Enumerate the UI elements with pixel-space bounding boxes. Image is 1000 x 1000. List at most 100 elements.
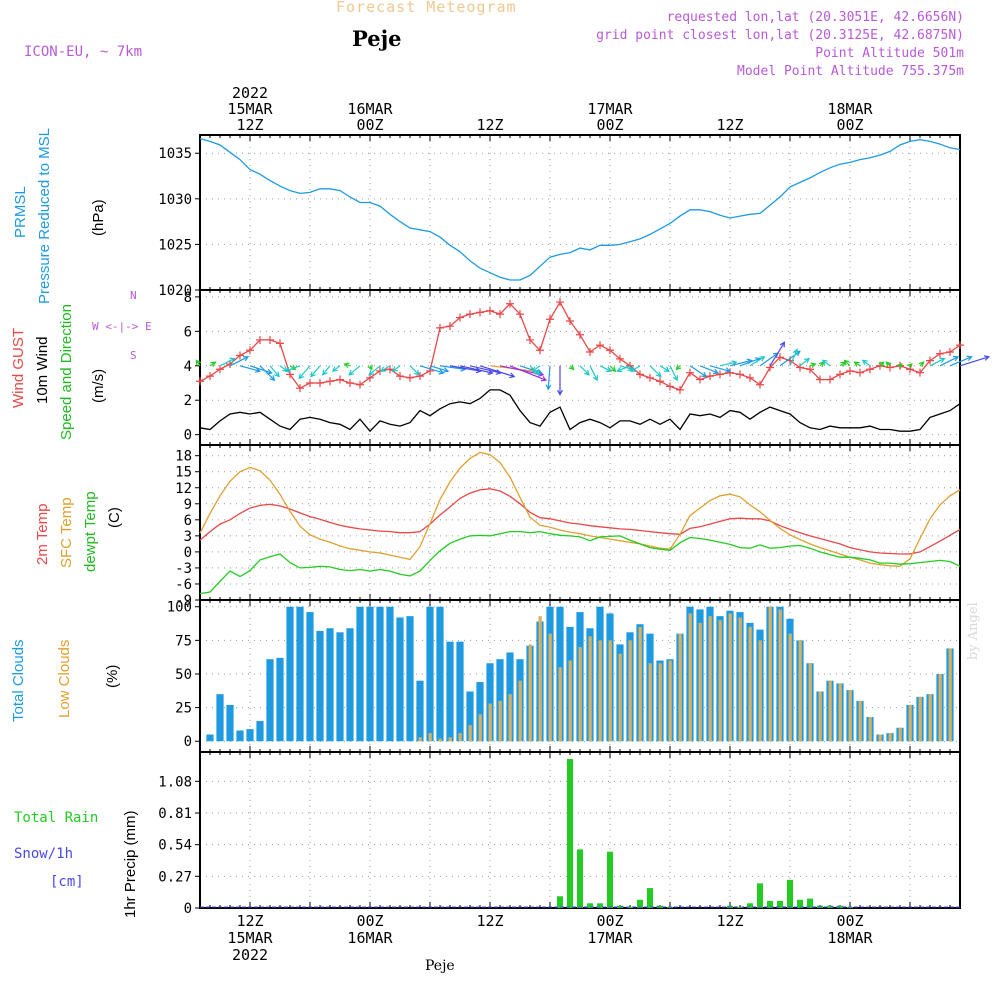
low-clouds-bar: [658, 663, 662, 742]
y-tick-label: 25: [175, 701, 192, 717]
total-clouds-bar: [436, 606, 444, 742]
panel-frame: [199, 444, 961, 601]
wind-arrow-head: [545, 384, 552, 391]
wind-arrow-head: [853, 361, 860, 367]
wind-gust-point: [346, 379, 354, 387]
prmsl-label: PRMSL: [12, 186, 29, 238]
wind-gust-point: [336, 375, 344, 384]
low-clouds-bar: [628, 640, 632, 742]
rain-bar: [777, 900, 783, 908]
wind-direction-arrow: [579, 365, 590, 376]
wind-gust-point: [746, 373, 754, 382]
wind-gust-point: [946, 348, 954, 356]
wind-direction-arrow: [547, 365, 551, 390]
wind-gust-point: [356, 380, 364, 389]
wind-arrow-head: [343, 362, 350, 369]
wind-direction-arrow: [368, 365, 381, 376]
wind-arrow-head: [821, 359, 828, 366]
wind-arrow-head: [322, 369, 328, 376]
wind-direction-arrow: [332, 365, 341, 372]
wind-gust-point: [476, 308, 484, 317]
requested-lonlat: requested lon,lat (20.3051E, 42.6656N): [666, 10, 964, 25]
wind-direction-arrow: [429, 365, 449, 372]
total-clouds-bar: [426, 606, 434, 742]
y-tick-label: 6: [184, 324, 192, 340]
wind-gust-point: [466, 310, 474, 319]
wind-gust-point: [916, 368, 924, 377]
low-clouds-bar: [488, 703, 492, 742]
wind-gust-point: [956, 341, 964, 350]
low-clouds-bar: [698, 622, 702, 742]
total-clouds-bar: [396, 617, 404, 742]
low-clouds-bar: [538, 616, 542, 742]
low-clouds-bar: [708, 616, 712, 742]
wind-direction-arrow: [409, 365, 420, 376]
low-clouds-bar: [668, 660, 672, 742]
low-clouds-bar: [798, 640, 802, 742]
gridpoint-lonlat: grid point closest lon,lat (20.3125E, 42…: [596, 28, 964, 43]
wind-arrow-head: [534, 369, 540, 376]
y-tick-label: -9: [175, 593, 192, 609]
bottom-station-label: Peje: [425, 958, 455, 974]
rain-bar: [797, 899, 803, 908]
low-clouds-bar: [608, 640, 612, 742]
low-clouds-bar: [808, 663, 812, 742]
total-clouds-bar: [216, 694, 224, 742]
low-clouds-bar: [478, 714, 482, 742]
low-clouds-bar: [948, 648, 952, 742]
temp-sfc-line: [199, 451, 961, 567]
total-clouds-bar: [276, 657, 284, 742]
low-clouds-bar: [518, 680, 522, 742]
wind-arrow-head: [391, 366, 398, 372]
wind-gust-point: [586, 348, 594, 356]
total-clouds-label: Total Clouds: [10, 639, 27, 722]
wind-gust-point: [826, 375, 834, 384]
wind-direction-arrow: [532, 365, 541, 372]
low-clouds-bar: [688, 613, 692, 742]
wind-gust-point: [696, 375, 704, 384]
wind-arrow-head: [310, 371, 316, 378]
wind-gust-point: [716, 370, 724, 379]
total-rain-label: Total Rain: [14, 810, 99, 826]
top-time-label: 00Z: [836, 116, 863, 134]
wind-direction-arrow: [479, 365, 515, 378]
wind-gust-point: [196, 377, 204, 386]
bottom-time-label: 18MAR: [827, 929, 873, 947]
wind-gust-point: [886, 363, 894, 372]
wind-direction-arrow: [239, 365, 260, 372]
clouds-unit-label: (%): [104, 664, 121, 688]
wind-arrow-head: [885, 361, 892, 368]
wind-gust-point: [486, 306, 494, 315]
wind-direction-arrow: [709, 365, 730, 372]
wind-direction-arrow: [380, 365, 391, 372]
total-clouds-bar: [486, 663, 494, 742]
low-clouds-bar: [748, 626, 752, 742]
low-clouds-bar: [738, 617, 742, 742]
top-time-label: 12Z: [476, 116, 503, 134]
wind-unit-label: (m/s): [90, 368, 107, 403]
total-clouds-bar: [326, 628, 334, 742]
y-tick-label: -3: [175, 561, 192, 577]
wind-gust-point: [856, 368, 864, 377]
wind-direction-arrow: [630, 365, 641, 372]
wind-arrow-head: [274, 371, 280, 378]
total-clouds-bar: [366, 606, 374, 742]
wind-arrow-head: [368, 369, 375, 376]
total-clouds-bar: [476, 682, 484, 742]
wind-gust-point: [446, 322, 454, 331]
wind-gust-point: [526, 335, 534, 344]
wind-direction-arrow: [509, 365, 547, 381]
wind-arrow-head: [442, 367, 450, 373]
wind-direction-arrow: [249, 365, 272, 374]
wind-arrow-head: [779, 341, 786, 348]
low-clouds-bar: [898, 727, 902, 742]
wind-gust-point: [576, 330, 584, 339]
low-clouds-bar: [528, 644, 532, 742]
wind-arrow-head: [759, 356, 766, 362]
rain-bar: [567, 759, 573, 908]
wind-gust-point: [496, 310, 504, 319]
wind-arrow-head: [495, 369, 502, 375]
low-clouds-bar: [558, 667, 562, 742]
wind-arrow-head: [605, 366, 612, 372]
wind-gust-point: [216, 365, 224, 374]
